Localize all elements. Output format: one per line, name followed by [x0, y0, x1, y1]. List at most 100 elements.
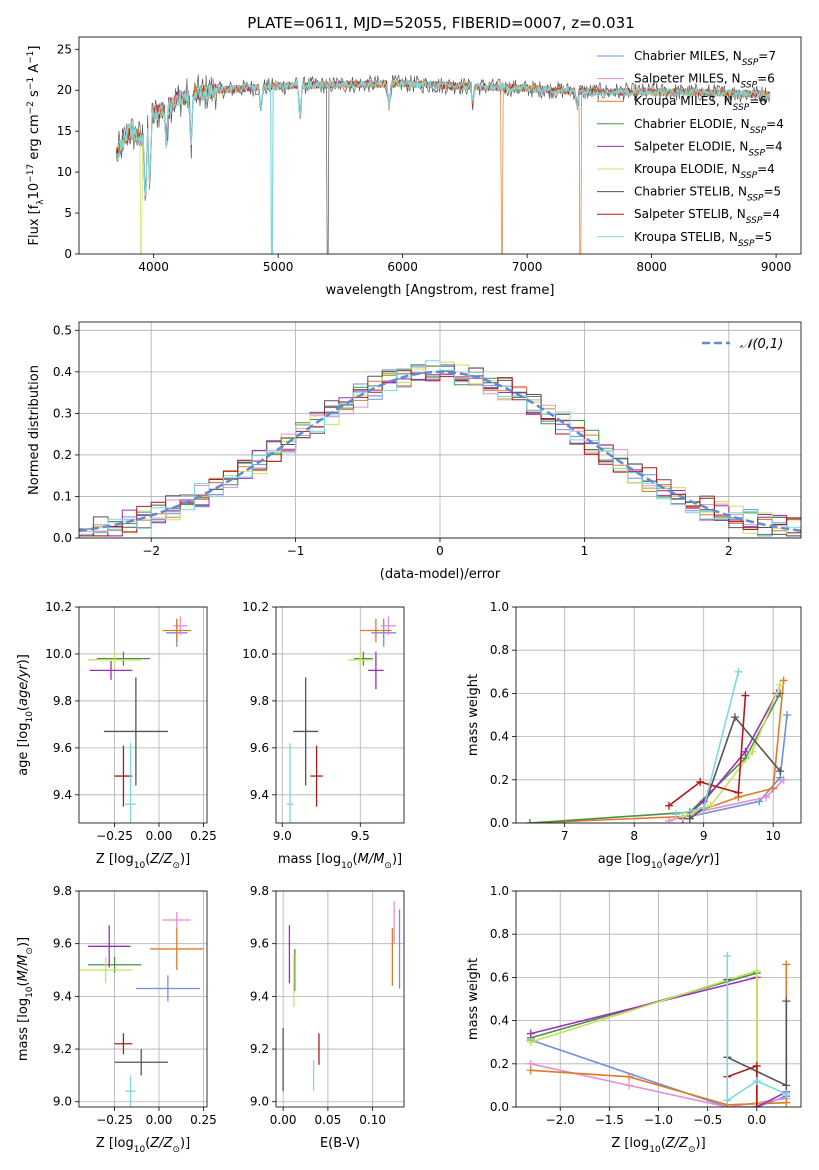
weight-marker — [526, 1038, 535, 1047]
weight-line — [668, 695, 747, 807]
weight-line — [727, 1064, 758, 1107]
y-tick-label: 9.8 — [53, 884, 72, 898]
weight-marker — [685, 814, 694, 823]
weight-marker — [706, 801, 715, 810]
weight-marker — [723, 1096, 732, 1105]
plot-area — [79, 912, 204, 1107]
x-tick-label: 10 — [766, 829, 781, 843]
plot-area — [526, 951, 791, 1107]
y-tick-label: 9.4 — [53, 989, 72, 1003]
x-tick-label: 0.00 — [146, 1113, 173, 1127]
error-point — [135, 975, 200, 1002]
x-tick-label: −0.25 — [96, 829, 133, 843]
panel-mass-vs-Z: −0.25 0.00 0.25 9.0 9.2 9.4 9.6 9.8 mass [log10(… — [16, 884, 217, 1155]
weight-marker — [782, 960, 791, 969]
histogram-step — [79, 369, 801, 537]
weight-marker — [664, 801, 673, 810]
y-tick-label: 0.2 — [490, 1057, 509, 1071]
x-tick-label: 6000 — [387, 260, 418, 274]
y-axis-label: Normed distribution — [27, 365, 42, 495]
y-tick-label: 9.4 — [53, 788, 72, 802]
error-point — [380, 616, 397, 636]
x-tick-label: 0 — [436, 544, 444, 558]
x-tick-label: 7000 — [512, 260, 543, 274]
weight-line — [530, 972, 758, 1103]
weight-marker — [776, 767, 785, 776]
y-tick-label: 9.8 — [53, 694, 72, 708]
x-tick-label: 0.25 — [190, 829, 217, 843]
panel-weight-vs-Z: −2.0 −1.5 −1.0 −0.5 0.0 0.0 0.2 0.4 0.6 0.8 1.0 mas… — [466, 884, 802, 1155]
error-point — [371, 618, 397, 647]
x-tick-label: −1.0 — [644, 1113, 673, 1127]
normal-curve — [79, 370, 801, 532]
y-tick-label: 9.6 — [250, 937, 269, 951]
plot-area — [282, 901, 401, 1092]
plot-area — [87, 616, 191, 823]
axes-frame — [78, 606, 208, 824]
y-tick-label: 10.2 — [242, 600, 269, 614]
weight-marker — [730, 713, 739, 722]
legend-label: Chabrier ELODIE, NSSP=4 — [634, 117, 784, 136]
panel-mass-vs-ebv: 0.00 0.05 0.10 9.0 9.2 9.4 9.6 9.8 E(B-V) — [250, 884, 405, 1151]
y-tick-label: 0.6 — [490, 970, 509, 984]
error-point — [173, 616, 188, 636]
weight-marker — [625, 1072, 634, 1081]
legend-label: Salpeter MILES, NSSP=6 — [634, 72, 775, 91]
error-point — [150, 927, 204, 971]
y-tick-label: 0.6 — [490, 686, 509, 700]
y-tick-label: 0.2 — [490, 773, 509, 787]
weight-marker — [783, 711, 792, 719]
y-tick-label: 9.0 — [53, 1095, 72, 1109]
axes-frame — [78, 36, 802, 255]
x-tick-label: 9.0 — [273, 829, 292, 843]
x-tick-label: 0.05 — [315, 1113, 342, 1127]
weight-marker — [752, 966, 761, 975]
x-tick-label: 0.00 — [270, 1113, 297, 1127]
x-tick-label: 9 — [700, 829, 708, 843]
legend-label: Chabrier MILES, NSSP=7 — [634, 49, 776, 68]
y-tick-label: 10.0 — [242, 647, 269, 661]
legend-label: Kroupa ELODIE, NSSP=4 — [634, 162, 775, 181]
x-tick-label: −1.5 — [595, 1113, 624, 1127]
panel-weight-vs-age: 7 8 9 10 0.0 0.2 0.4 0.6 0.8 1.0 mass weight age [l… — [466, 600, 802, 871]
legend-label: Kroupa STELIB, NSSP=5 — [634, 230, 772, 249]
y-tick-label: 1.0 — [490, 884, 509, 898]
weight-marker — [748, 747, 757, 756]
y-tick-label: 0.0 — [490, 816, 509, 830]
x-tick-label: 0.10 — [359, 1113, 386, 1127]
x-tick-label: 9000 — [761, 260, 792, 274]
weight-marker — [526, 1029, 535, 1038]
weight-marker — [734, 788, 743, 797]
x-axis-label: Z [log10(Z/Z⊙)] — [96, 1136, 190, 1155]
x-tick-label: 5000 — [263, 260, 294, 274]
error-point — [347, 652, 373, 667]
weight-marker — [782, 1090, 791, 1099]
error-point — [87, 652, 142, 667]
y-tick-label: 0.4 — [490, 730, 509, 744]
plot-area — [79, 360, 801, 537]
x-tick-label: −0.25 — [96, 1113, 133, 1127]
plot-area — [115, 74, 771, 254]
axes-frame — [515, 606, 802, 824]
spectrum-line — [115, 78, 771, 254]
y-tick-label: 25 — [57, 42, 72, 56]
error-point — [114, 1049, 168, 1076]
plot-area — [525, 667, 792, 823]
x-axis-label: Z [log10(Z/Z⊙)] — [611, 1136, 705, 1155]
weight-marker — [525, 819, 534, 823]
weight-marker — [779, 775, 788, 784]
panel-spectrum: 4000 5000 6000 7000 8000 9000 0 5 10 15 20 25 wavele… — [26, 36, 802, 298]
error-point — [125, 1075, 136, 1107]
weight-line — [726, 955, 787, 1102]
x-tick-label: 0.0 — [747, 1113, 766, 1127]
error-point — [368, 651, 384, 690]
y-tick-label: 10.2 — [45, 600, 72, 614]
figure-title: PLATE=0611, MJD=52055, FIBERID=0007, z=0… — [247, 14, 634, 32]
y-tick-label: 0.3 — [53, 406, 72, 420]
y-tick-label: 9.4 — [250, 788, 269, 802]
x-tick-label: 0.00 — [146, 829, 173, 843]
error-point — [89, 661, 133, 680]
y-axis-label: mass weight — [466, 958, 481, 1040]
x-tick-label: −2.0 — [546, 1113, 575, 1127]
x-tick-label: −0.5 — [693, 1113, 722, 1127]
